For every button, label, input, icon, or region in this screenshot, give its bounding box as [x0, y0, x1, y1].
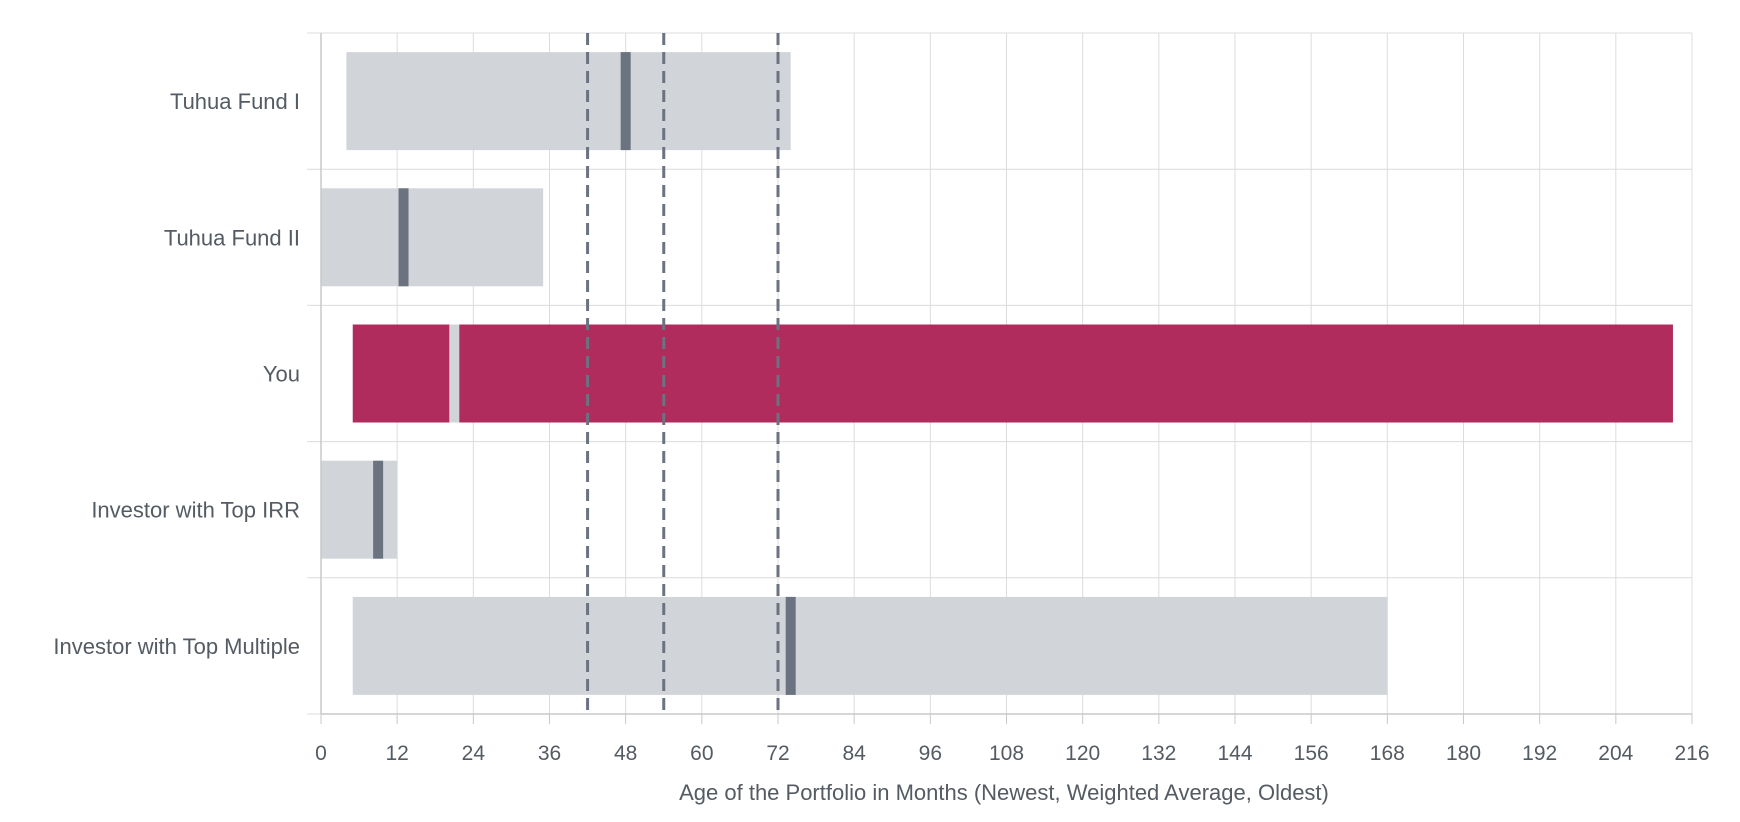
x-tick-label: 24: [462, 742, 486, 765]
x-tick-label: 84: [842, 742, 866, 765]
category-label: You: [263, 362, 300, 387]
range-bar-2: [321, 188, 544, 287]
x-tick-label: 132: [1141, 742, 1176, 765]
category-label: Tuhua Fund II: [164, 225, 300, 250]
weighted-average-marker-1: [620, 52, 631, 151]
x-tick-label: 192: [1522, 742, 1557, 765]
range-bar-1: [346, 52, 791, 151]
x-tick-label: 180: [1446, 742, 1481, 765]
x-tick-label: 108: [989, 742, 1024, 765]
range-bars: [321, 52, 1673, 695]
x-tick-label: 204: [1598, 742, 1633, 765]
x-tick-label: 12: [385, 742, 408, 765]
x-tick-label: 0: [315, 742, 327, 765]
x-tick-label: 120: [1065, 742, 1100, 765]
range-bar-4: [321, 460, 398, 559]
x-axis: 0 12 24 36 48 60 72 84 96 108 120 132 144 156 168 180 19…: [315, 33, 1710, 765]
range-bar-5: [352, 596, 1388, 695]
x-tick-label: 156: [1294, 742, 1329, 765]
category-label: Tuhua Fund I: [170, 89, 300, 114]
category-label: Investor with Top Multiple: [53, 634, 300, 659]
x-tick-label: 60: [690, 742, 713, 765]
weighted-average-marker-4: [373, 460, 384, 559]
x-tick-label: 144: [1217, 742, 1252, 765]
weighted-average-marker-3: [449, 324, 460, 423]
x-axis-title: Age of the Portfolio in Months (Newest, …: [679, 780, 1329, 805]
weighted-average-marker-5: [785, 596, 796, 695]
weighted-average-marker-2: [398, 188, 409, 287]
range-bar-3: [352, 324, 1673, 423]
x-tick-label: 36: [538, 742, 561, 765]
category-labels: Tuhua Fund I Tuhua Fund II You Investor wit…: [53, 89, 300, 659]
x-tick-label: 96: [919, 742, 942, 765]
x-tick-label: 48: [614, 742, 637, 765]
x-tick-label: 216: [1674, 742, 1709, 765]
category-label: Investor with Top IRR: [91, 498, 300, 523]
x-tick-label: 72: [766, 742, 789, 765]
x-tick-label: 168: [1370, 742, 1405, 765]
